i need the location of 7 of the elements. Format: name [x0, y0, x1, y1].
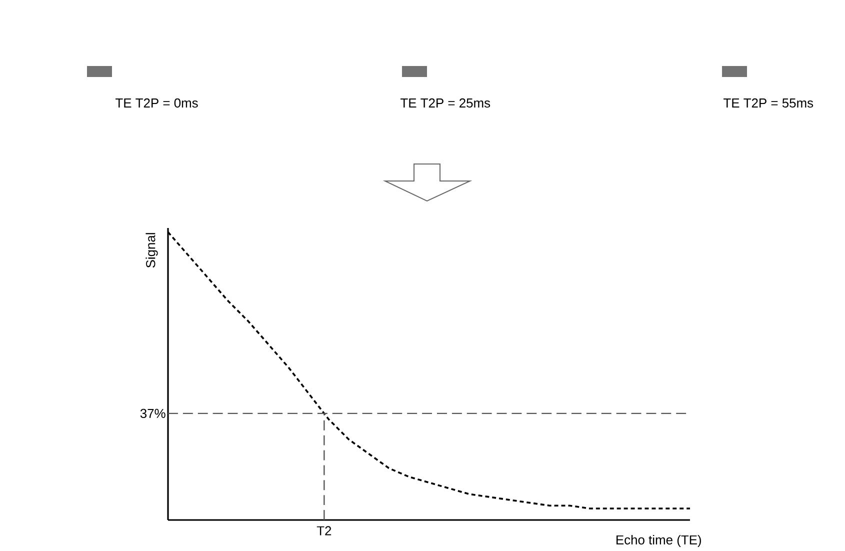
text: TE T2P = 0ms	[116, 98, 198, 108]
text: TE T2P = 55ms	[724, 98, 814, 108]
y-axis-title: Signal	[146, 233, 158, 268]
ref-line-label: 37%	[140, 408, 166, 418]
x-axis-title: Echo time (TE)	[616, 534, 701, 548]
text: T2	[316, 526, 332, 536]
text: TE T2P = 25ms	[400, 98, 490, 108]
